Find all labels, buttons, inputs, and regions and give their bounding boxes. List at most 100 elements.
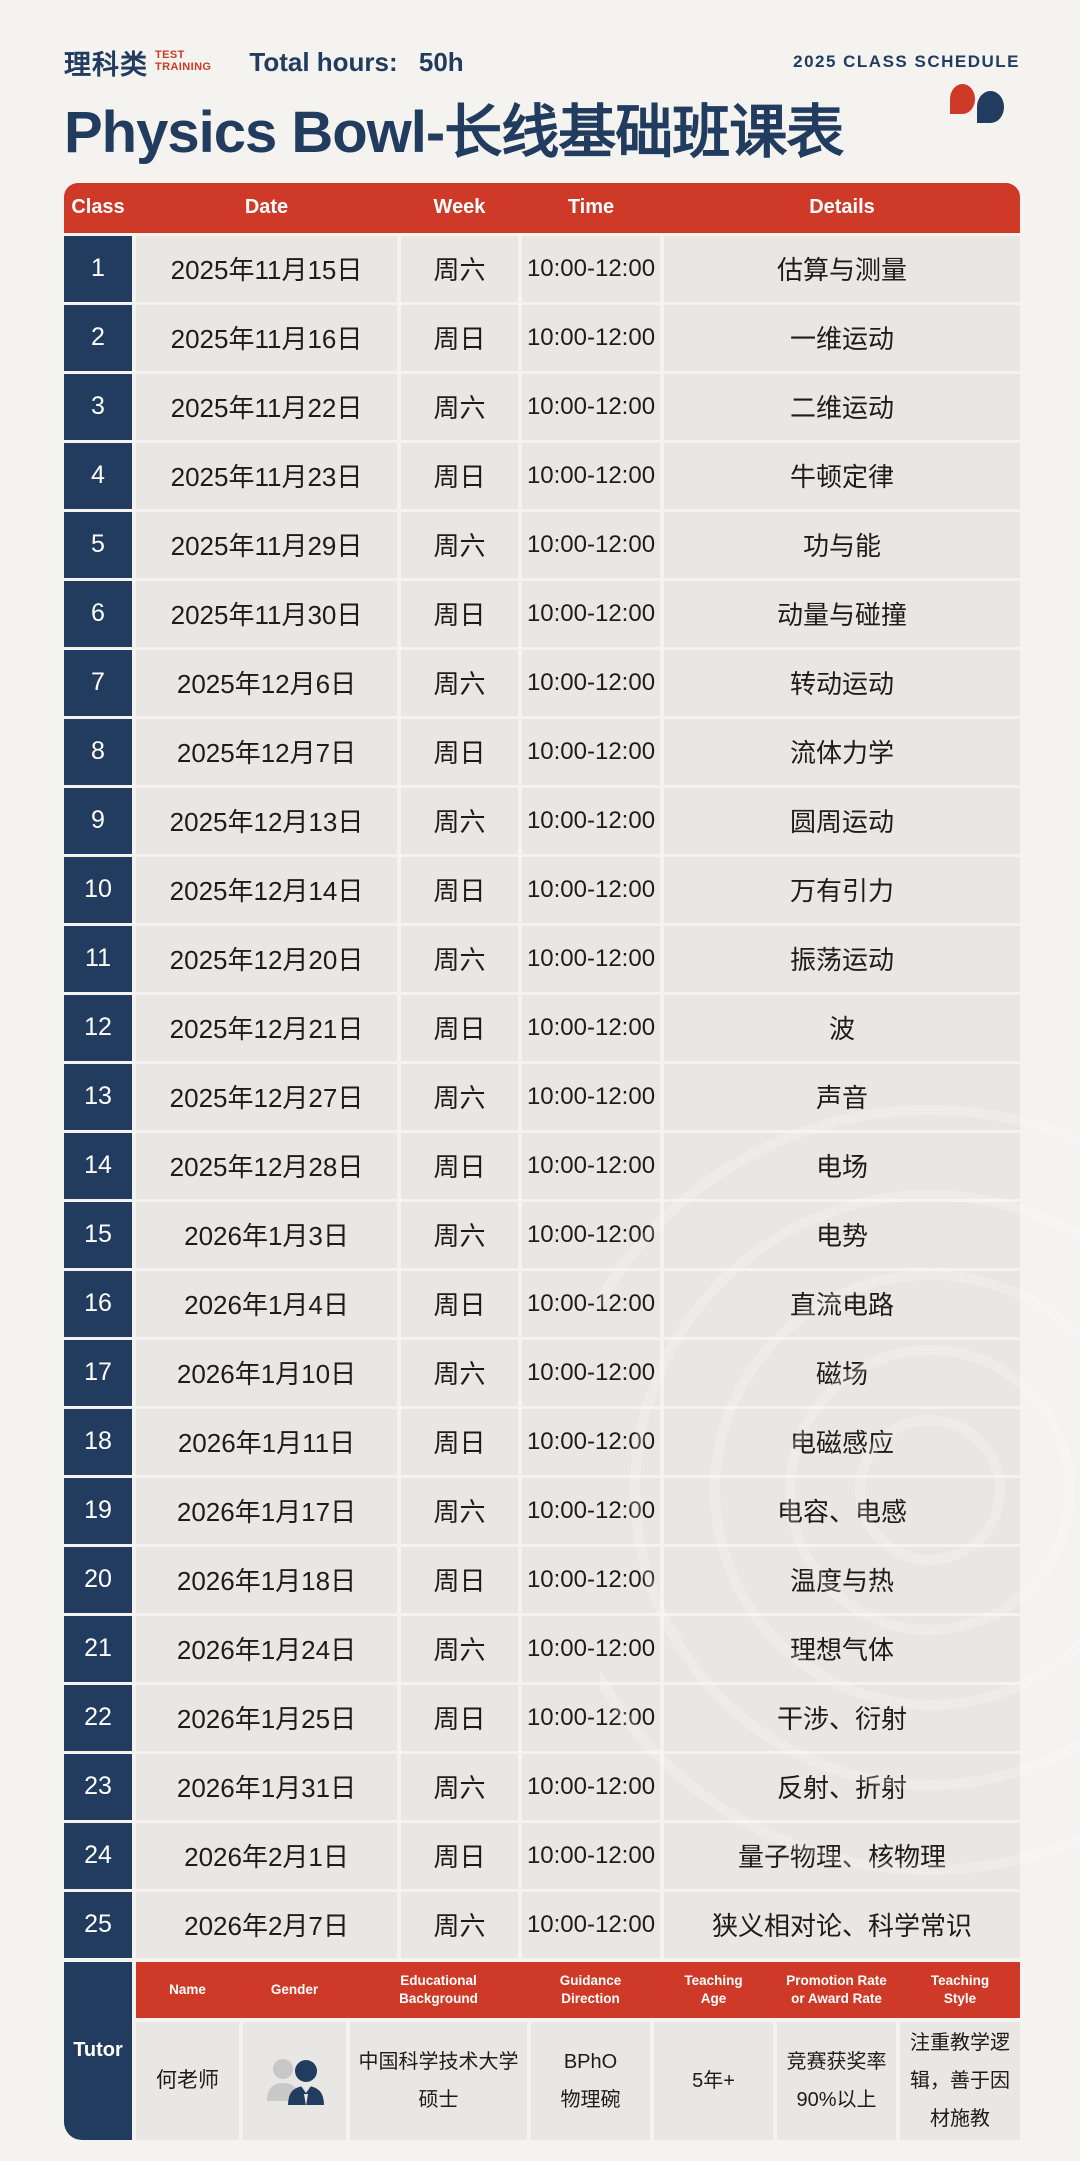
row-time: 10:00-12:00 [522, 580, 660, 647]
row-class-number: 5 [64, 511, 132, 578]
row-time: 10:00-12:00 [522, 856, 660, 923]
row-date: 2025年11月16日 [136, 304, 397, 371]
table-row: 25 2026年2月7日 周六 10:00-12:00 狭义相对论、科学常识 [64, 1891, 1020, 1958]
row-time: 10:00-12:00 [522, 1063, 660, 1130]
row-week: 周日 [401, 442, 518, 509]
table-row: 9 2025年12月13日 周六 10:00-12:00 圆周运动 [64, 787, 1020, 854]
row-details: 磁场 [664, 1339, 1020, 1406]
row-time: 10:00-12:00 [522, 1477, 660, 1544]
row-time: 10:00-12:00 [522, 925, 660, 992]
row-time: 10:00-12:00 [522, 994, 660, 1061]
row-date: 2025年12月28日 [136, 1132, 397, 1199]
row-details: 圆周运动 [664, 787, 1020, 854]
male-female-person-icon [266, 2058, 324, 2106]
header-week: Week [433, 196, 486, 219]
row-time: 10:00-12:00 [522, 235, 660, 302]
row-class-number: 3 [64, 373, 132, 440]
tutor-header-education: Educational Background [399, 1973, 478, 2006]
table-row: 6 2025年11月30日 周日 10:00-12:00 动量与碰撞 [64, 580, 1020, 647]
row-details: 动量与碰撞 [664, 580, 1020, 647]
tutor-promotion: 竞赛获奖率 90%以上 [777, 2021, 896, 2140]
table-row: 22 2026年1月25日 周日 10:00-12:00 干涉、衍射 [64, 1684, 1020, 1751]
row-date: 2026年1月11日 [136, 1408, 397, 1475]
row-week: 周六 [401, 1063, 518, 1130]
row-class-number: 12 [64, 994, 132, 1061]
row-details: 估算与测量 [664, 235, 1020, 302]
table-row: 2 2025年11月16日 周日 10:00-12:00 一维运动 [64, 304, 1020, 371]
table-row: 24 2026年2月1日 周日 10:00-12:00 量子物理、核物理 [64, 1822, 1020, 1889]
table-row: 17 2026年1月10日 周六 10:00-12:00 磁场 [64, 1339, 1020, 1406]
row-class-number: 22 [64, 1684, 132, 1751]
row-class-number: 2 [64, 304, 132, 371]
row-week: 周日 [401, 304, 518, 371]
page-title: Physics Bowl-长线基础班课表 [64, 100, 844, 165]
row-date: 2025年12月6日 [136, 649, 397, 716]
row-details: 电场 [664, 1132, 1020, 1199]
row-details: 一维运动 [664, 304, 1020, 371]
table-row: 14 2025年12月28日 周日 10:00-12:00 电场 [64, 1132, 1020, 1199]
brand-subtitle-line2: TRAINING [155, 61, 212, 73]
row-week: 周六 [401, 235, 518, 302]
tutor-gender-cell [243, 2021, 346, 2140]
tutor-age: 5年+ [654, 2021, 773, 2140]
row-details: 二维运动 [664, 373, 1020, 440]
row-time: 10:00-12:00 [522, 1201, 660, 1268]
schedule-rows: 1 2025年11月15日 周六 10:00-12:00 估算与测量 2 202… [64, 235, 1020, 1958]
row-details: 量子物理、核物理 [664, 1822, 1020, 1889]
table-row: 7 2025年12月6日 周六 10:00-12:00 转动运动 [64, 649, 1020, 716]
row-class-number: 19 [64, 1477, 132, 1544]
row-date: 2025年12月13日 [136, 787, 397, 854]
quote-navy-shape [977, 91, 1004, 123]
tutor-header-promotion: Promotion Rate or Award Rate [786, 1973, 887, 2006]
table-row: 4 2025年11月23日 周日 10:00-12:00 牛顿定律 [64, 442, 1020, 509]
row-class-number: 1 [64, 235, 132, 302]
row-week: 周六 [401, 1753, 518, 1820]
row-time: 10:00-12:00 [522, 1339, 660, 1406]
row-week: 周六 [401, 1201, 518, 1268]
row-details: 流体力学 [664, 718, 1020, 785]
row-class-number: 20 [64, 1546, 132, 1613]
row-date: 2025年12月14日 [136, 856, 397, 923]
tutor-header: Name Gender Educational Background Guida… [136, 1961, 1020, 2018]
brand-logo: 理科类 TEST TRAINING [64, 43, 211, 82]
schedule-header: Class Date Week Time Details [64, 182, 1020, 233]
tutor-header-name: Name [169, 1981, 206, 1997]
tutor-row: 何老师 中国科学技术大学 硕士 BPhO 物理碗 5年+ 竞赛获奖率 90%以上… [136, 2021, 1020, 2140]
row-week: 周日 [401, 1822, 518, 1889]
row-date: 2026年1月4日 [136, 1270, 397, 1337]
row-class-number: 8 [64, 718, 132, 785]
row-date: 2025年11月30日 [136, 580, 397, 647]
row-class-number: 15 [64, 1201, 132, 1268]
row-class-number: 6 [64, 580, 132, 647]
row-date: 2026年2月1日 [136, 1822, 397, 1889]
row-details: 万有引力 [664, 856, 1020, 923]
row-time: 10:00-12:00 [522, 1270, 660, 1337]
header-class: Class [71, 196, 125, 219]
row-date: 2025年11月23日 [136, 442, 397, 509]
row-details: 振荡运动 [664, 925, 1020, 992]
row-time: 10:00-12:00 [522, 511, 660, 578]
row-class-number: 18 [64, 1408, 132, 1475]
tutor-header-style: Teaching Style [930, 1973, 990, 2006]
double-quote-icon [950, 84, 1004, 123]
row-time: 10:00-12:00 [522, 1615, 660, 1682]
row-date: 2026年1月24日 [136, 1615, 397, 1682]
tutor-education: 中国科学技术大学 硕士 [350, 2021, 527, 2140]
row-week: 周六 [401, 1339, 518, 1406]
row-date: 2025年12月21日 [136, 994, 397, 1061]
row-details: 波 [664, 994, 1020, 1061]
total-hours-label: Total hours: [249, 46, 398, 77]
row-week: 周六 [401, 1615, 518, 1682]
table-row: 5 2025年11月29日 周六 10:00-12:00 功与能 [64, 511, 1020, 578]
row-week: 周六 [401, 1477, 518, 1544]
top-bar: 理科类 TEST TRAINING Total hours: 50h 2025 … [64, 44, 1020, 80]
row-time: 10:00-12:00 [522, 1822, 660, 1889]
tutor-table: Tutor Name Gender Educational Background… [64, 1961, 1020, 2140]
row-time: 10:00-12:00 [522, 373, 660, 440]
row-week: 周日 [401, 856, 518, 923]
row-details: 电势 [664, 1201, 1020, 1268]
table-row: 12 2025年12月21日 周日 10:00-12:00 波 [64, 994, 1020, 1061]
row-week: 周六 [401, 787, 518, 854]
row-details: 转动运动 [664, 649, 1020, 716]
row-details: 理想气体 [664, 1615, 1020, 1682]
